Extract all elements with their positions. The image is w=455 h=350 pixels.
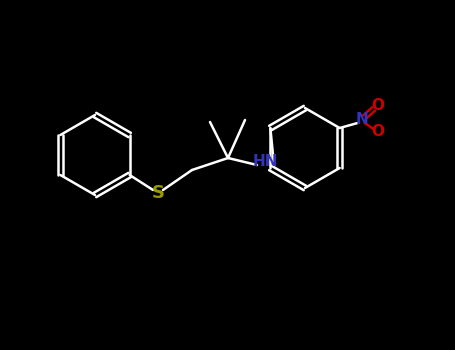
Text: N: N [355, 112, 368, 127]
Text: O: O [371, 125, 384, 140]
Text: S: S [152, 184, 165, 202]
Text: HN: HN [252, 154, 278, 169]
Text: O: O [371, 98, 384, 112]
